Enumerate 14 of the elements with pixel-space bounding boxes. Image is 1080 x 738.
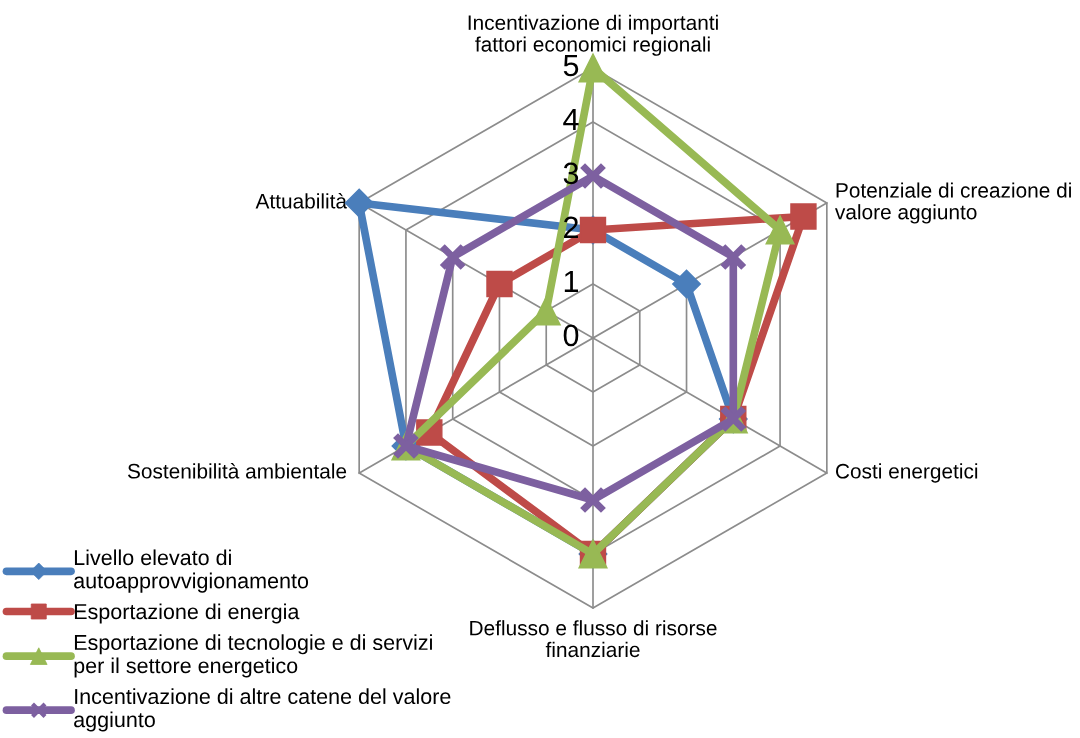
spoke-label: Attuabilità: [255, 193, 348, 209]
legend-label: Livello elevato di autoapprovvigionamento: [74, 549, 309, 593]
spoke-label: Deflusso e flusso di risorse finanziarie: [470, 620, 717, 658]
spoke-label: Potenziale di creazione di valore aggiunto: [835, 182, 1071, 224]
y-tick-label: 0: [563, 324, 579, 347]
y-tick-label: 4: [563, 108, 579, 130]
y-tick-label: 1: [564, 270, 579, 292]
y-tick-label: 5: [563, 54, 579, 77]
spoke-label: Incentivazione di importanti fattori economici regionali: [468, 14, 718, 56]
legend-label: Esportazione di tecnologie e di servizi per il settore energetico: [74, 634, 432, 678]
legend-label: Incentivazione di altre catene del valore aggiunto: [74, 688, 451, 732]
legend-label: Esportazione di energia: [74, 603, 300, 624]
spoke-label: Costi energetici: [835, 463, 978, 483]
spoke-label: Sostenibilità ambientale: [127, 463, 347, 479]
